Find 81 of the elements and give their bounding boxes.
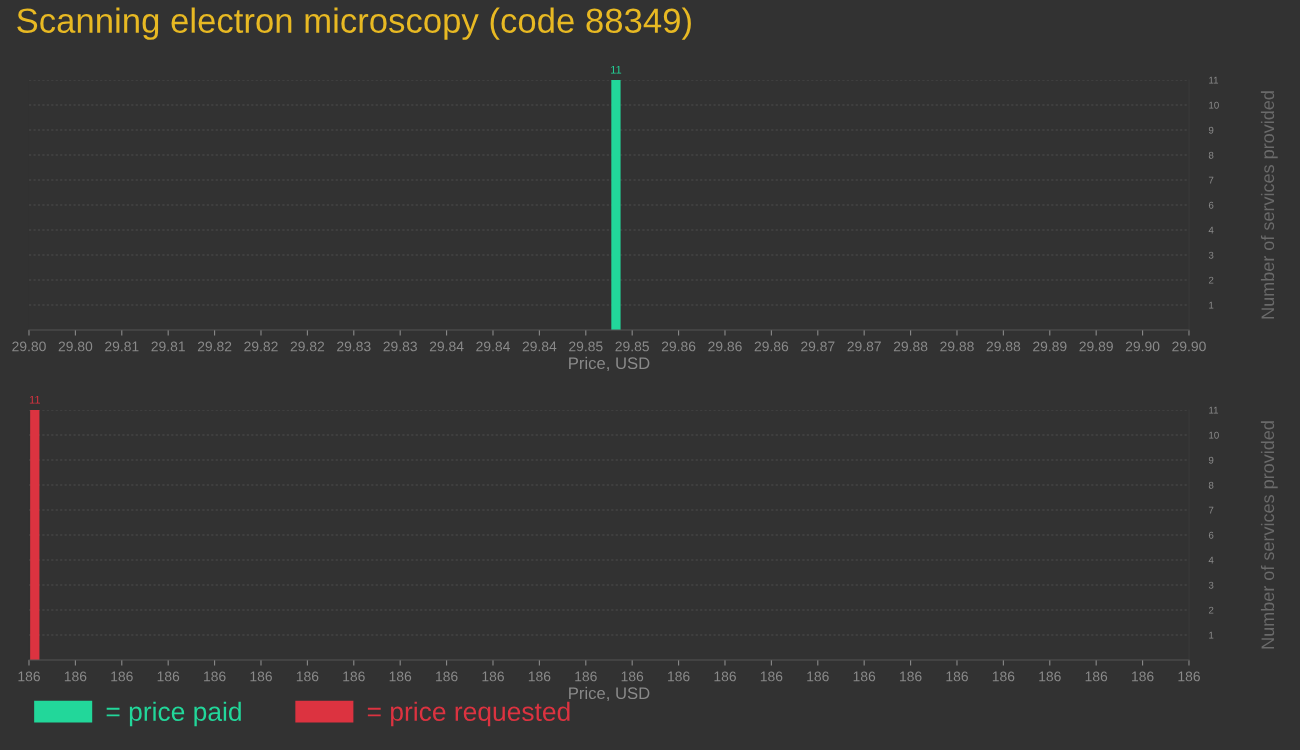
y-tick-label: 11 xyxy=(1209,406,1219,414)
y-axis-title: Number of services provided xyxy=(1260,91,1278,319)
x-tick-label: 29.80 xyxy=(58,341,93,352)
chart-title: Scanning electron microscopy (code 88349) xyxy=(17,7,691,40)
x-tick-label: 29.84 xyxy=(476,341,510,352)
x-tick-label: 29.83 xyxy=(337,341,371,352)
y-tick-label: 8 xyxy=(1208,151,1214,159)
x-tick-label: 186 xyxy=(250,671,272,682)
x-tick-label: 186 xyxy=(482,671,504,682)
x-tick-label: 186 xyxy=(992,671,1015,682)
y-tick-label: 7 xyxy=(1208,506,1214,514)
x-tick-label: 29.85 xyxy=(615,341,649,352)
x-tick-label: 186 xyxy=(900,671,922,682)
y-tick-label: 10 xyxy=(1209,431,1219,439)
x-tick-label: 29.89 xyxy=(1079,341,1113,352)
y-tick-label: 8 xyxy=(1208,481,1214,489)
x-tick-label: 29.89 xyxy=(1033,341,1067,352)
y-tick-label: 2 xyxy=(1208,606,1214,614)
y-tick-label: 6 xyxy=(1208,201,1214,209)
x-tick-label: 29.83 xyxy=(383,341,417,352)
x-tick-label: 186 xyxy=(714,671,736,682)
x-tick-label: 186 xyxy=(296,671,319,682)
x-tick-label: 29.81 xyxy=(151,341,185,352)
x-tick-label: 186 xyxy=(1178,671,1200,682)
x-tick-label: 29.82 xyxy=(197,341,232,352)
x-tick-label: 186 xyxy=(853,671,876,682)
x-tick-label: 29.86 xyxy=(661,341,696,352)
x-tick-label: 29.82 xyxy=(244,341,278,352)
x-tick-label: 29.82 xyxy=(290,341,325,352)
x-tick-label: 186 xyxy=(946,671,968,682)
x-tick-label: 186 xyxy=(157,671,180,682)
x-tick-label: 186 xyxy=(343,671,365,682)
y-tick-label: 9 xyxy=(1208,126,1214,134)
y-tick-label: 10 xyxy=(1209,101,1219,109)
x-tick-label: 186 xyxy=(528,671,551,682)
x-tick-label: 29.90 xyxy=(1125,341,1160,352)
x-tick-label: 186 xyxy=(668,671,690,682)
data-label: 11 xyxy=(29,395,41,404)
x-tick-label: 186 xyxy=(760,671,783,682)
x-tick-label: 186 xyxy=(621,671,644,682)
x-tick-label: 29.84 xyxy=(429,341,464,352)
y-tick-label: 3 xyxy=(1208,581,1214,589)
x-tick-label: 186 xyxy=(18,671,40,682)
x-tick-label: 29.86 xyxy=(708,341,742,352)
data-label: 11 xyxy=(611,65,622,74)
x-tick-label: 186 xyxy=(389,671,412,682)
x-tick-label: 186 xyxy=(807,671,829,682)
x-tick-label: 29.84 xyxy=(522,341,557,352)
legend-label: = price paid xyxy=(106,701,241,727)
x-tick-label: 29.88 xyxy=(940,341,974,352)
x-tick-label: 29.85 xyxy=(569,341,603,352)
x-tick-label: 186 xyxy=(111,671,133,682)
x-tick-label: 186 xyxy=(204,671,226,682)
y-tick-label: 6 xyxy=(1208,531,1214,539)
y-tick-label: 7 xyxy=(1208,176,1214,184)
x-tick-label: 29.87 xyxy=(801,341,835,352)
x-tick-label: 29.86 xyxy=(754,341,789,352)
y-axis-title: Number of services provided xyxy=(1260,421,1278,649)
y-tick-label: 3 xyxy=(1208,251,1214,259)
x-tick-label: 186 xyxy=(575,671,597,682)
x-tick-label: 29.88 xyxy=(986,341,1021,352)
x-axis-title: Price, USD xyxy=(569,686,650,702)
legend-label: = price requested xyxy=(367,701,570,727)
y-tick-label: 1 xyxy=(1209,301,1214,309)
x-tick-label: 29.90 xyxy=(1172,341,1206,352)
x-axis-title: Price, USD xyxy=(569,356,650,372)
y-tick-label: 4 xyxy=(1208,226,1214,234)
y-tick-label: 4 xyxy=(1208,556,1214,564)
y-tick-label: 1 xyxy=(1209,631,1214,639)
x-tick-label: 29.87 xyxy=(847,341,881,352)
x-tick-label: 186 xyxy=(1039,671,1061,682)
y-tick-label: 2 xyxy=(1208,276,1214,284)
x-tick-label: 29.88 xyxy=(893,341,928,352)
x-tick-label: 186 xyxy=(436,671,458,682)
x-tick-label: 29.81 xyxy=(105,341,139,352)
y-tick-label: 11 xyxy=(1209,76,1219,84)
x-tick-label: 186 xyxy=(1085,671,1108,682)
y-tick-label: 9 xyxy=(1208,456,1214,464)
x-tick-label: 186 xyxy=(1132,671,1154,682)
x-tick-label: 29.80 xyxy=(12,341,46,352)
x-tick-label: 186 xyxy=(64,671,87,682)
